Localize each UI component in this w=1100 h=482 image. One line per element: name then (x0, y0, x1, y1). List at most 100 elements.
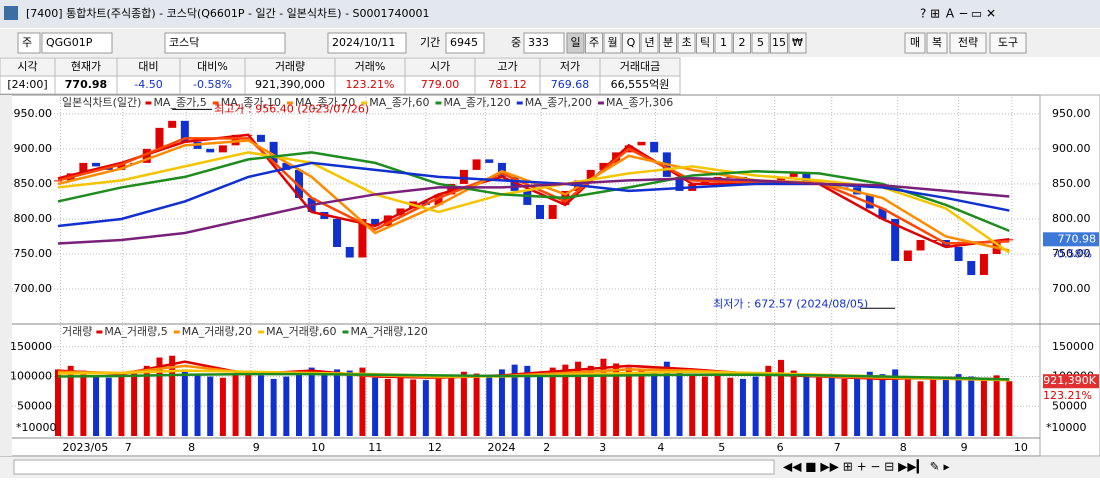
interval-button[interactable] (677, 32, 696, 54)
date-box[interactable] (327, 32, 407, 54)
interval-label[interactable]: 분 (663, 36, 673, 49)
volume-bar (346, 370, 353, 436)
interval-button[interactable] (733, 32, 751, 54)
nav-controls[interactable]: ◀◀ ■ ▶▶ ⊞ + − ⊟ ▶▶▎ ✎ ▸ (783, 459, 950, 474)
y-tick-label-left: 50000 (17, 399, 52, 412)
x-tick-label: 2023/05 (63, 441, 109, 454)
zoom[interactable]: 333 (528, 36, 549, 49)
quote-value-cell (599, 75, 681, 95)
x-tick-label: 5 (718, 441, 725, 454)
interval-label[interactable]: 년 (644, 36, 654, 49)
x-tick-label: 2024 (487, 441, 515, 454)
ma-line (57, 137, 1010, 245)
candle (497, 162, 506, 177)
x-tick-label: 7 (125, 441, 132, 454)
tool-button[interactable] (949, 32, 987, 54)
legend-label: MA_종가,60 (369, 96, 429, 109)
quote-table: 시각 [24:00] 현재가 770.98 대비 -4.50 대비% -0.58% 거래량 921… (0, 57, 681, 95)
candle (967, 261, 976, 276)
interval-label[interactable]: ₩ (792, 36, 803, 49)
y-tick-label-right: 850.00 (1052, 177, 1091, 190)
volume-bar (359, 367, 366, 436)
tool-label[interactable]: 복 (932, 36, 942, 49)
period-box[interactable] (445, 32, 485, 54)
interval-button[interactable] (751, 32, 770, 54)
volume-bar (498, 369, 505, 436)
interval-label[interactable]: 1 (720, 36, 727, 49)
interval-button[interactable] (714, 32, 733, 54)
volume-bar (410, 379, 417, 436)
period[interactable]: 6945 (450, 36, 478, 49)
quote-value: 781.12 (488, 78, 527, 91)
volume-bar (511, 364, 518, 436)
date[interactable]: 2024/10/11 (332, 36, 395, 49)
interval-label[interactable]: Q (627, 36, 636, 49)
candle (523, 190, 532, 205)
ma-line (57, 151, 1010, 233)
legend-label: MA_종가,120 (443, 96, 510, 109)
tool-button[interactable] (926, 32, 948, 54)
quote-value: 769.68 (551, 78, 590, 91)
x-tick-label: 6 (777, 441, 784, 454)
right-axis (1039, 94, 1100, 457)
x-tick-label: 3 (599, 441, 606, 454)
volume-bar (93, 376, 100, 436)
interval-label[interactable]: 월 (607, 36, 617, 49)
candle (485, 159, 494, 163)
candle (295, 169, 303, 198)
interval-button[interactable] (566, 32, 585, 54)
candle (548, 204, 557, 219)
zoom-box[interactable] (523, 32, 565, 54)
ma-line (57, 177, 1010, 245)
charts: 2023/05 7 8 9 10 11 12 2024 2 3 4 5 6 7 8 9 10 700.00 700.… (10, 95, 1100, 454)
tool-label[interactable]: 매 (910, 36, 920, 49)
code[interactable]: QGG01P (46, 36, 93, 49)
scroll-track[interactable] (13, 459, 775, 475)
interval-label[interactable]: 2 (739, 36, 746, 49)
quote-header: 대비 (138, 60, 158, 73)
volume-bar (537, 371, 543, 436)
panel-title: 거래량 (62, 325, 92, 338)
code-box[interactable] (41, 32, 113, 54)
candle (371, 218, 380, 226)
interval-button[interactable] (640, 32, 659, 54)
candle (345, 247, 354, 258)
tool-label[interactable]: 전략 (958, 36, 978, 49)
interval-label[interactable]: 일 (570, 35, 580, 49)
volume-bar (486, 376, 493, 436)
interval-label[interactable]: 15 (772, 36, 786, 49)
candle (282, 162, 291, 170)
interval-button[interactable] (788, 32, 807, 54)
code-type-box[interactable] (17, 32, 41, 54)
candle (256, 134, 265, 142)
zoom-label: 중 (511, 36, 521, 49)
candle (79, 162, 88, 174)
candle (396, 208, 405, 216)
last-value-label: 770.98 (1058, 232, 1097, 245)
candle (650, 141, 659, 153)
interval-button[interactable] (622, 32, 640, 54)
tool-label[interactable]: 도구 (998, 36, 1018, 49)
interval-button[interactable] (659, 32, 677, 54)
candle (180, 120, 189, 142)
y-tick-label-right: 700.00 (1052, 282, 1091, 295)
window-controls[interactable]: ? ⊞ Ａ ─ ▭ ✕ (920, 7, 996, 21)
interval-button[interactable] (770, 32, 788, 54)
interval-label[interactable]: 틱 (700, 36, 710, 49)
panel-title: 일본식차트(일간) (62, 95, 141, 109)
tool-button[interactable] (989, 32, 1027, 54)
interval-button[interactable] (603, 32, 622, 54)
interval-button[interactable] (585, 32, 603, 54)
legend-label: MA_거래량,120 (351, 325, 428, 338)
x-tick-label: 7 (834, 441, 841, 454)
title-bar (0, 0, 1100, 28)
tool-button[interactable] (904, 32, 926, 54)
interval-button[interactable] (696, 32, 714, 54)
interval-label[interactable]: 주 (589, 36, 599, 49)
interval-label[interactable]: 5 (757, 36, 764, 49)
code-type[interactable]: 주 (22, 36, 32, 49)
legend-label: MA_거래량,5 (104, 325, 167, 338)
quote-header: 시가 (430, 60, 450, 73)
x-tick-label: 9 (961, 441, 968, 454)
interval-label[interactable]: 초 (681, 36, 691, 49)
